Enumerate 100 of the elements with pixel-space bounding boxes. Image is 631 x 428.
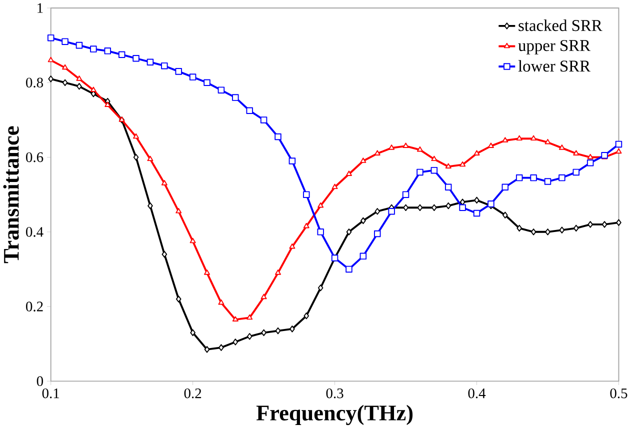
point — [360, 252, 367, 260]
x-tick-label: 0.5 — [610, 388, 628, 398]
point — [246, 314, 253, 320]
point — [76, 75, 82, 81]
point — [360, 157, 366, 163]
point — [388, 208, 395, 215]
point — [545, 228, 550, 236]
point — [90, 86, 96, 92]
point — [588, 220, 593, 228]
point — [261, 329, 266, 336]
point — [558, 174, 566, 182]
point — [76, 42, 83, 49]
legend-label: stacked SRR — [518, 19, 602, 31]
point — [460, 198, 466, 206]
point — [374, 208, 380, 215]
point — [573, 150, 580, 156]
point — [402, 142, 409, 148]
point — [318, 202, 324, 208]
point — [474, 196, 480, 204]
point — [147, 156, 154, 161]
point — [374, 230, 381, 237]
point — [446, 202, 452, 209]
point — [90, 46, 97, 52]
point — [430, 166, 438, 174]
point — [204, 346, 210, 353]
point — [132, 54, 140, 62]
point — [559, 226, 565, 234]
point — [473, 210, 480, 216]
point — [616, 148, 622, 154]
point — [232, 338, 238, 346]
point — [274, 133, 282, 140]
point — [474, 150, 480, 156]
point — [445, 163, 452, 168]
point — [573, 224, 579, 232]
y-tick-label: 0.8 — [26, 78, 44, 88]
point — [502, 212, 508, 218]
point — [290, 325, 295, 332]
point — [218, 86, 225, 94]
point — [459, 204, 466, 211]
point — [76, 82, 82, 90]
point — [332, 184, 338, 189]
point — [190, 329, 196, 336]
point — [317, 228, 324, 236]
point — [48, 75, 54, 82]
point — [260, 294, 267, 299]
point — [260, 116, 268, 124]
legend-label: upper SRR — [518, 40, 590, 54]
point — [403, 204, 408, 211]
point — [602, 220, 608, 228]
point — [246, 332, 252, 340]
point — [289, 243, 296, 249]
y-tick-label: 1 — [38, 3, 43, 13]
point — [148, 202, 153, 209]
point — [530, 228, 536, 236]
point — [275, 269, 281, 275]
point — [402, 191, 410, 198]
point — [118, 51, 126, 58]
point — [530, 174, 537, 182]
point — [204, 269, 210, 275]
point — [288, 157, 296, 164]
point — [133, 133, 140, 139]
point — [176, 296, 182, 302]
point — [346, 266, 352, 272]
y-tick-label: 0.6 — [26, 152, 44, 162]
point — [516, 224, 522, 232]
point — [432, 204, 437, 211]
point — [275, 327, 281, 334]
point — [416, 146, 423, 152]
y-tick-label: 0.2 — [26, 301, 43, 312]
point — [616, 219, 622, 226]
point — [162, 250, 168, 258]
point — [133, 154, 139, 160]
point — [146, 58, 154, 66]
point — [232, 316, 238, 322]
point — [304, 312, 310, 320]
point — [544, 138, 551, 144]
point — [62, 38, 68, 45]
point — [374, 150, 380, 156]
point — [460, 161, 466, 167]
x-tick-label: 0.2 — [184, 388, 202, 398]
point — [416, 168, 424, 176]
point — [587, 154, 594, 160]
point — [615, 140, 622, 148]
point — [586, 159, 594, 166]
x-tick-label: 0.1 — [42, 388, 60, 398]
point — [104, 47, 112, 54]
point — [572, 168, 580, 176]
point — [232, 94, 239, 101]
point — [218, 299, 224, 305]
point — [417, 204, 423, 211]
point — [516, 174, 523, 182]
legend-label: lower SRR — [518, 60, 590, 72]
x-tick-label: 0.4 — [468, 388, 486, 398]
point — [246, 107, 253, 114]
point — [62, 64, 68, 70]
point — [176, 208, 182, 214]
point — [204, 79, 210, 86]
point — [346, 228, 352, 236]
point — [444, 184, 452, 190]
point — [161, 62, 168, 70]
